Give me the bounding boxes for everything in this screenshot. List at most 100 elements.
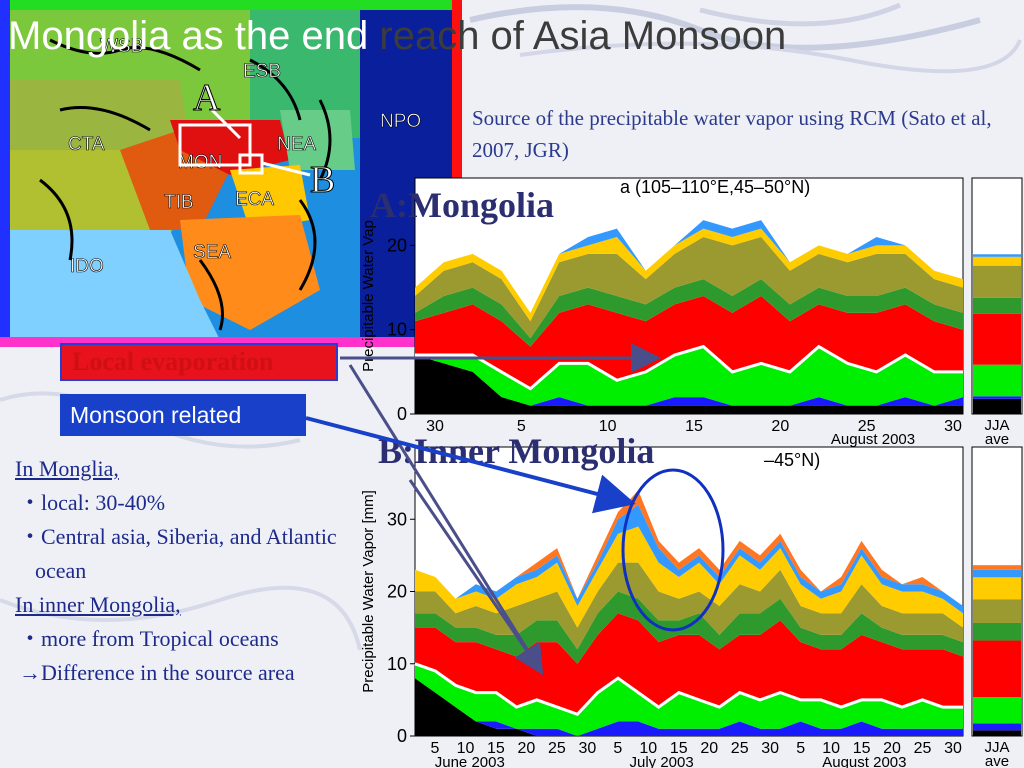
x-tick-label: 20 [518,740,536,757]
series-area-5 [415,237,963,339]
map-label: WSB [100,36,143,57]
note-item: →Difference in the source area [19,660,295,685]
arrow-local-b2 [408,479,542,671]
series-area-2 [415,663,963,736]
average-segment-5 [973,599,1021,623]
series-area-1 [415,678,963,736]
chart-b-label: B:Inner Mongolia [378,431,655,471]
source-region-map: WSB ESB CTA MON NEA NPO TIB ECA SEA IDO … [0,0,462,347]
title-part-2: reach of Asia Monsoon [368,14,787,58]
series-area-6 [415,526,963,628]
note-heading-inner-mongolia: In inner Mongolia, [15,592,181,617]
arrow-local-b [348,364,544,676]
average-label: ave [985,753,1009,768]
series-area-3 [415,296,963,389]
average-segment-7 [973,569,1021,578]
arrow-monsoon [305,416,636,514]
y-tick-label: 30 [387,509,407,529]
series-area-5 [415,562,963,650]
series-area-4 [415,279,963,347]
x-tick-label: 25 [731,740,749,757]
y-tick-label: 10 [387,320,407,340]
monsoon-highlight-ellipse [621,468,725,632]
monsoon-related-box: Monsoon related [60,394,306,436]
x-tick-label: 20 [771,418,789,435]
y-axis-label: Precipitable Water Vapor [mm] [360,490,377,693]
x-tick-label: 5 [796,740,805,757]
x-tick-label: 25 [914,740,932,757]
map-label: SEA [193,242,231,263]
x-tick-label: 20 [700,740,718,757]
average-segment-4 [973,297,1021,314]
average-segment-0 [973,398,1021,414]
average-segment-2 [973,364,1021,397]
average-segment-6 [973,256,1021,266]
x-tick-label: 5 [431,740,440,757]
note-item: ・Central asia, Siberia, and Atlantic oce… [19,524,337,583]
map-label: NEA [277,134,316,155]
chart-a-label: A:Mongolia [370,185,554,225]
series-area-2 [415,346,963,406]
series-line-local [415,344,963,391]
notes-block: In Monglia, ・local: 30-40% ・Central asia… [15,452,355,690]
map-label: CTA [68,134,105,155]
average-segment-1 [973,723,1021,731]
x-tick-label: 30 [426,418,444,435]
average-segment-5 [973,265,1021,298]
y-tick-label: 0 [397,726,407,746]
map-point-b: B [310,159,335,201]
x-tick-label: 15 [853,740,871,757]
map-label: NPO [380,111,421,132]
average-label: JJA [984,739,1009,756]
series-area-0 [415,355,963,414]
note-item: ・more from Tropical oceans [19,626,279,651]
average-segment-6 [973,577,1021,600]
chart-title: a (105–110°E,45–50°N) [620,177,810,197]
average-segment-4 [973,622,1021,641]
slide-title: Mongolia as the end reach of Asia Monsoo… [8,12,1018,60]
series-area-1 [415,355,963,406]
x-tick-label: 10 [639,740,657,757]
y-tick-label: 0 [397,404,407,424]
y-tick-label: 20 [387,582,407,602]
x-axis-label: August 2003 [822,754,906,768]
average-label: JJA [984,417,1009,434]
y-axis-label: Precipitable Water Vap [360,220,377,372]
x-tick-label: 5 [613,740,622,757]
source-citation: Source of the precipitable water vapor u… [472,106,992,162]
x-tick-label: 30 [944,418,962,435]
map-label: ESB [243,61,281,82]
local-evaporation-box: Local evaporation [60,343,338,381]
series-area-3 [415,613,963,715]
map-label: ECA [235,189,274,210]
x-tick-label: 15 [487,740,505,757]
series-area-0 [415,678,963,736]
chart-title: –45°N) [764,450,820,470]
x-tick-label: 30 [761,740,779,757]
note-item: ・local: 30-40% [19,490,166,515]
average-label: ave [985,431,1009,448]
x-tick-label: 5 [517,418,526,435]
average-segment-2 [973,697,1021,724]
series-area-6 [415,228,963,322]
map-label: IDO [70,256,104,277]
x-tick-label: 30 [944,740,962,757]
average-segment-3 [973,640,1021,698]
map-label: MON [178,152,222,173]
x-tick-label: 25 [548,740,566,757]
x-tick-label: 10 [599,418,617,435]
y-tick-label: 10 [387,654,407,674]
x-axis-label: August 2003 [831,431,915,448]
average-segment-0 [973,730,1021,736]
x-axis-label: July 2003 [629,754,693,768]
x-axis-label: June 2003 [435,754,505,768]
x-tick-label: 20 [883,740,901,757]
x-tick-label: 25 [858,418,876,435]
series-line-local [414,662,963,717]
y-tick-label: 20 [387,235,407,255]
x-tick-label: 30 [578,740,596,757]
map-point-a: A [193,77,221,119]
